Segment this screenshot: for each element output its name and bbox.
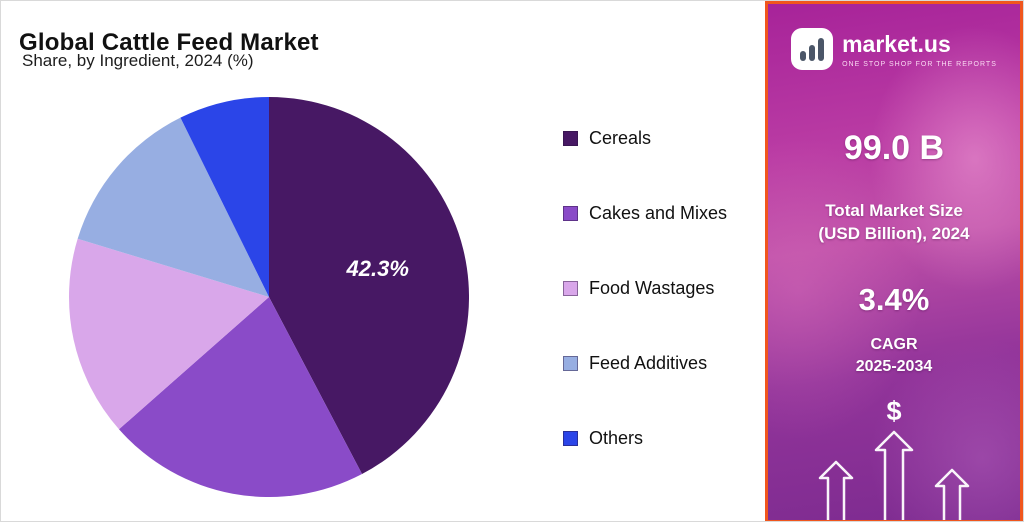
market-size-label: Total Market Size (USD Billion), 2024 [768, 200, 1020, 246]
market-us-logo-icon [791, 28, 834, 70]
chart-section: Global Cattle Feed Market Share, by Ingr… [1, 1, 765, 521]
pie-slice-food-wastages [69, 238, 269, 430]
brand-text: market.us ONE STOP SHOP FOR THE REPORTS [842, 28, 997, 68]
pie-slice-datalabel: 42.3% [346, 256, 409, 281]
pie-slice-cereals [269, 97, 469, 475]
legend-swatch-others [563, 431, 578, 446]
logo-bar-icon [809, 45, 816, 61]
pie-slice-cakes-and-mixes [118, 297, 363, 497]
legend-swatch-cereals [563, 131, 578, 146]
pie-chart: 42.3% [69, 97, 469, 497]
pie-slice-others [180, 97, 269, 297]
brand-panel: market.us ONE STOP SHOP FOR THE REPORTS … [765, 1, 1023, 521]
logo-bar-icon [818, 38, 825, 61]
legend-swatch-feed-additives [563, 356, 578, 371]
legend-label: Cereals [589, 128, 652, 148]
legend-item-cakes-and-mixes: Cakes and Mixes [563, 203, 727, 224]
cagr-label: CAGR 2025-2034 [768, 334, 1020, 377]
chart-subtitle: Share, by Ingredient, 2024 (%) [22, 51, 254, 70]
market-size-label-line2: (USD Billion), 2024 [818, 223, 970, 243]
chart-legend: Cereals Cakes and Mixes Food Wastages Feed … [563, 128, 727, 449]
legend-item-feed-additives: Feed Additives [563, 353, 727, 374]
legend-label: Cakes and Mixes [589, 203, 728, 223]
legend-item-food-wastages: Food Wastages [563, 278, 727, 299]
market-size-label-line1: Total Market Size [825, 201, 963, 220]
legend-item-others: Others [563, 428, 727, 449]
market-size-value: 99.0 B [843, 129, 945, 167]
legend-item-cereals: Cereals [563, 128, 727, 149]
legend-label: Others [589, 428, 644, 448]
legend-label: Food Wastages [589, 278, 715, 298]
legend-label: Feed Additives [589, 353, 708, 373]
dollar-sign-icon: $ [886, 396, 902, 426]
legend-swatch-cakes-and-mixes [563, 206, 578, 221]
up-arrow-icon [934, 468, 970, 520]
brand-tagline: ONE STOP SHOP FOR THE REPORTS [842, 61, 997, 69]
cagr-period: 2025-2034 [855, 357, 933, 375]
page-title: Global Cattle Feed Market [19, 29, 319, 57]
brand-lockup: market.us ONE STOP SHOP FOR THE REPORTS [768, 28, 1020, 70]
pie-slice-feed-additives [77, 117, 269, 297]
cagr-value: 3.4% [858, 282, 930, 317]
up-arrow-icon [874, 430, 914, 520]
growth-arrows-icon [818, 430, 970, 520]
up-arrow-icon [818, 460, 854, 520]
cagr-label-text: CAGR [870, 336, 918, 353]
brand-name: market.us [842, 31, 951, 57]
legend-swatch-food-wastages [563, 281, 578, 296]
pie-chart-svg: 42.3% [69, 97, 469, 497]
logo-bar-icon [800, 51, 807, 61]
